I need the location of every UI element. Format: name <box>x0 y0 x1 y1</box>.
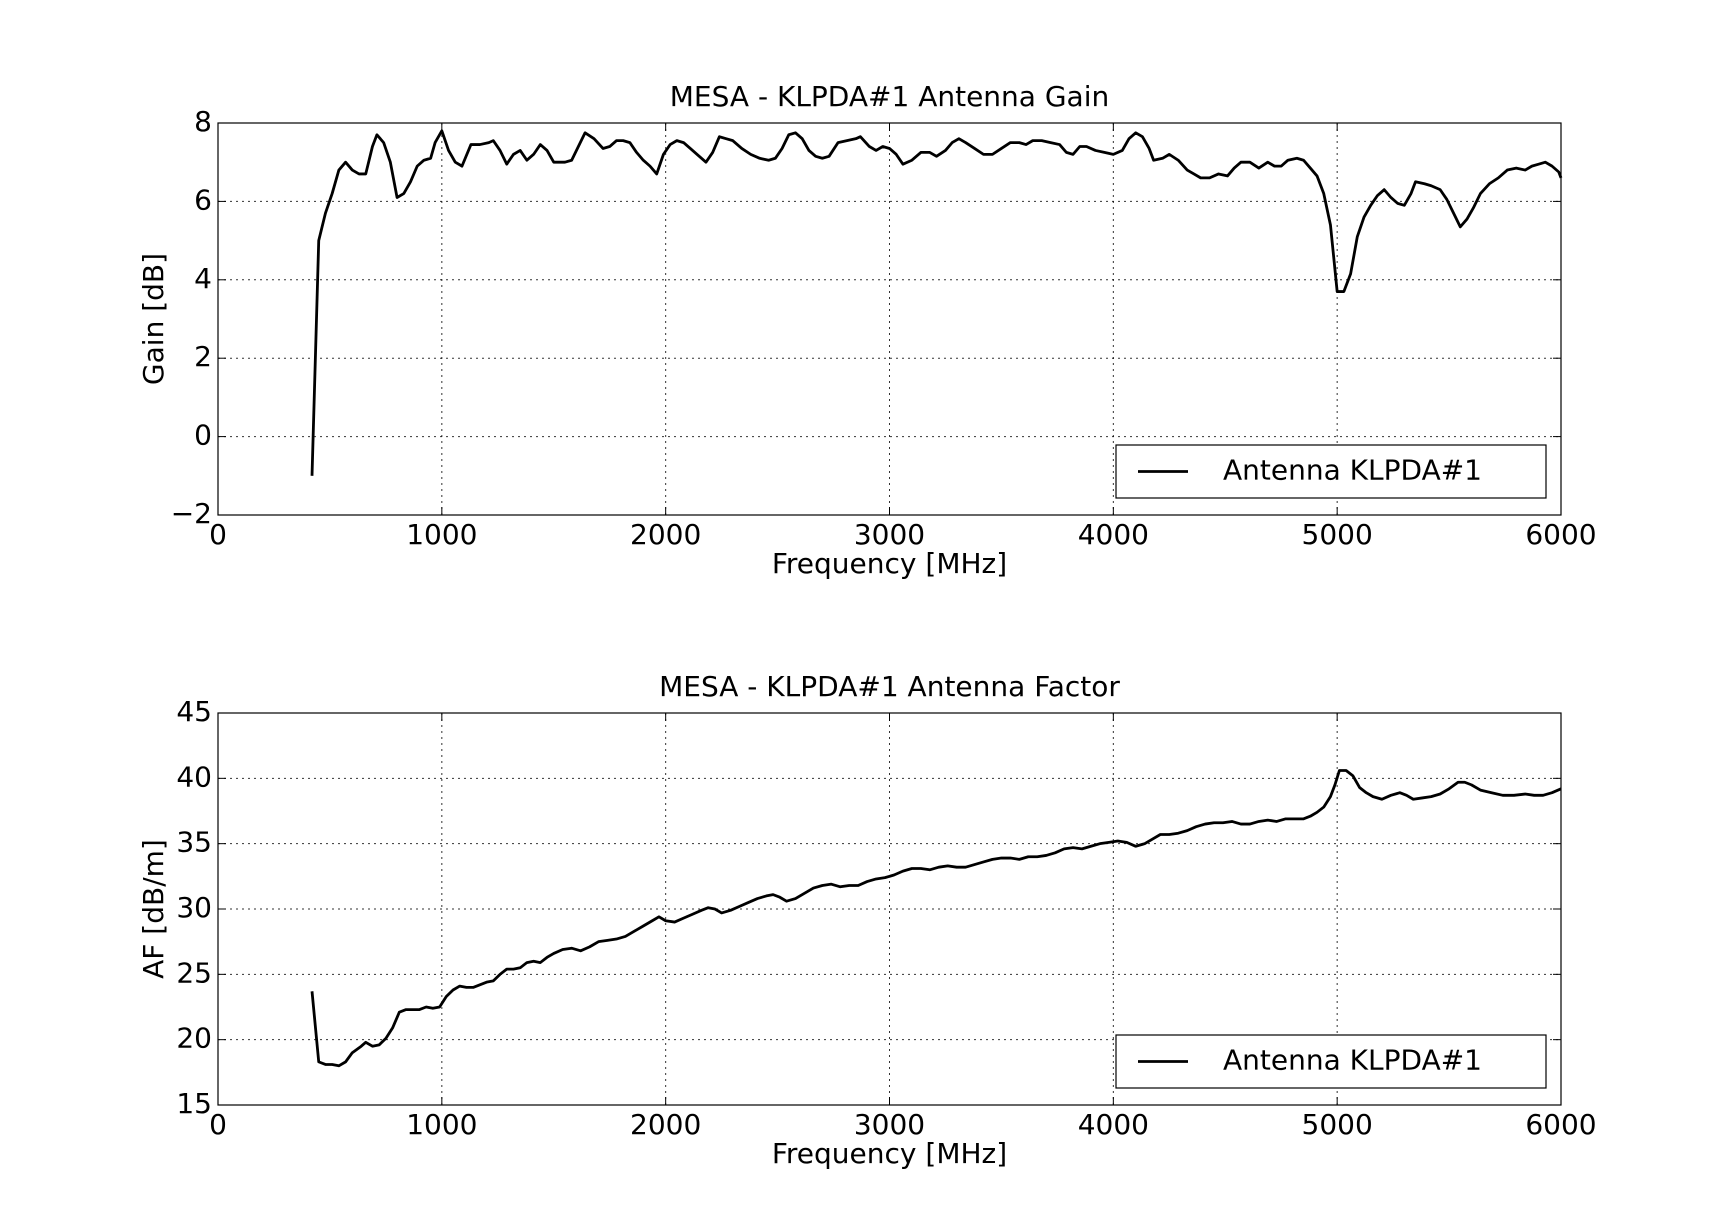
x-tick-label: 4000 <box>1078 518 1149 551</box>
chart-panel: 0 1000 2000 3000 4000 5000 6000 15 20 25 30 35 40 45 M… <box>137 670 1597 1170</box>
x-axis-label: Frequency [MHz] <box>772 547 1007 580</box>
y-axis-label: Gain [dB] <box>137 253 170 385</box>
x-tick-label: 2000 <box>630 1108 701 1141</box>
y-tick-label: 15 <box>176 1087 212 1120</box>
y-tick-label: 6 <box>194 183 212 216</box>
y-tick-label: 35 <box>176 826 212 859</box>
chart-title: MESA - KLPDA#1 Antenna Gain <box>670 80 1109 113</box>
data-line <box>310 769 1562 1068</box>
data-line <box>310 129 1563 476</box>
x-tick-label: 6000 <box>1525 1108 1596 1141</box>
axes-frame <box>217 122 1562 516</box>
chart-title: MESA - KLPDA#1 Antenna Factor <box>659 670 1120 703</box>
legend: Antenna KLPDA#1 <box>1115 444 1547 499</box>
legend-label: Antenna KLPDA#1 <box>1223 454 1482 487</box>
x-tick-label: 5000 <box>1302 1108 1373 1141</box>
x-tick-label: 1000 <box>406 518 477 551</box>
y-tick-label: 20 <box>176 1022 212 1055</box>
y-axis-label: AF [dB/m] <box>137 839 170 979</box>
x-tick-label: 3000 <box>854 1108 925 1141</box>
axes-frame <box>217 712 1562 1106</box>
y-tick-label: 0 <box>194 419 212 452</box>
x-tick-label: 3000 <box>854 518 925 551</box>
y-tick-label: 8 <box>194 105 212 138</box>
x-tick-label: 1000 <box>406 1108 477 1141</box>
y-tick-label: 30 <box>176 891 212 924</box>
x-tick-label: 2000 <box>630 518 701 551</box>
legend-label: Antenna KLPDA#1 <box>1223 1044 1482 1077</box>
x-axis-label: Frequency [MHz] <box>772 1137 1007 1170</box>
y-tick-label: 25 <box>176 956 212 989</box>
y-tick-label: −2 <box>171 497 212 530</box>
x-tick-label: 4000 <box>1078 1108 1149 1141</box>
legend: Antenna KLPDA#1 <box>1115 1034 1547 1089</box>
x-tick-label: 6000 <box>1525 518 1596 551</box>
x-tick-label: 5000 <box>1302 518 1373 551</box>
y-tick-label: 4 <box>194 262 212 295</box>
y-tick-label: 2 <box>194 340 212 373</box>
x-tick-label: 0 <box>209 518 227 551</box>
y-tick-label: 45 <box>176 695 212 728</box>
x-tick-label: 0 <box>209 1108 227 1141</box>
y-tick-label: 40 <box>176 760 212 793</box>
